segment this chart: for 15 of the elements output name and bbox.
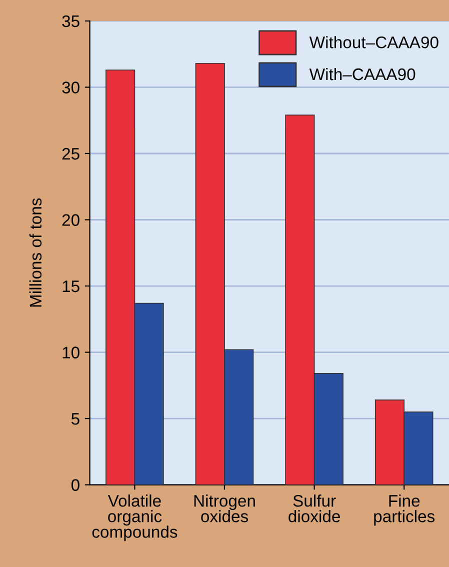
x-tick-label: Volatile organic compounds: [92, 494, 178, 542]
y-tick-label: 15: [62, 280, 80, 292]
legend-label: Without–CAAA90: [309, 36, 438, 48]
y-tick-label: 5: [71, 413, 80, 425]
y-tick-label: 35: [62, 15, 80, 28]
y-tick-label: 25: [62, 148, 80, 160]
x-tick-label: Nitrogen oxides: [194, 494, 255, 522]
x-tick-label: Fine particles: [374, 494, 435, 526]
y-tick-label: 20: [62, 214, 80, 226]
x-tick-label: Sulfur dioxide: [288, 494, 340, 522]
legend-label: With–CAAA90: [309, 68, 416, 80]
y-tick-label: 10: [62, 346, 80, 358]
y-axis-title: Millions of tons: [29, 198, 42, 307]
y-tick-label: 30: [62, 82, 80, 94]
y-tick-label: 0: [71, 479, 80, 491]
